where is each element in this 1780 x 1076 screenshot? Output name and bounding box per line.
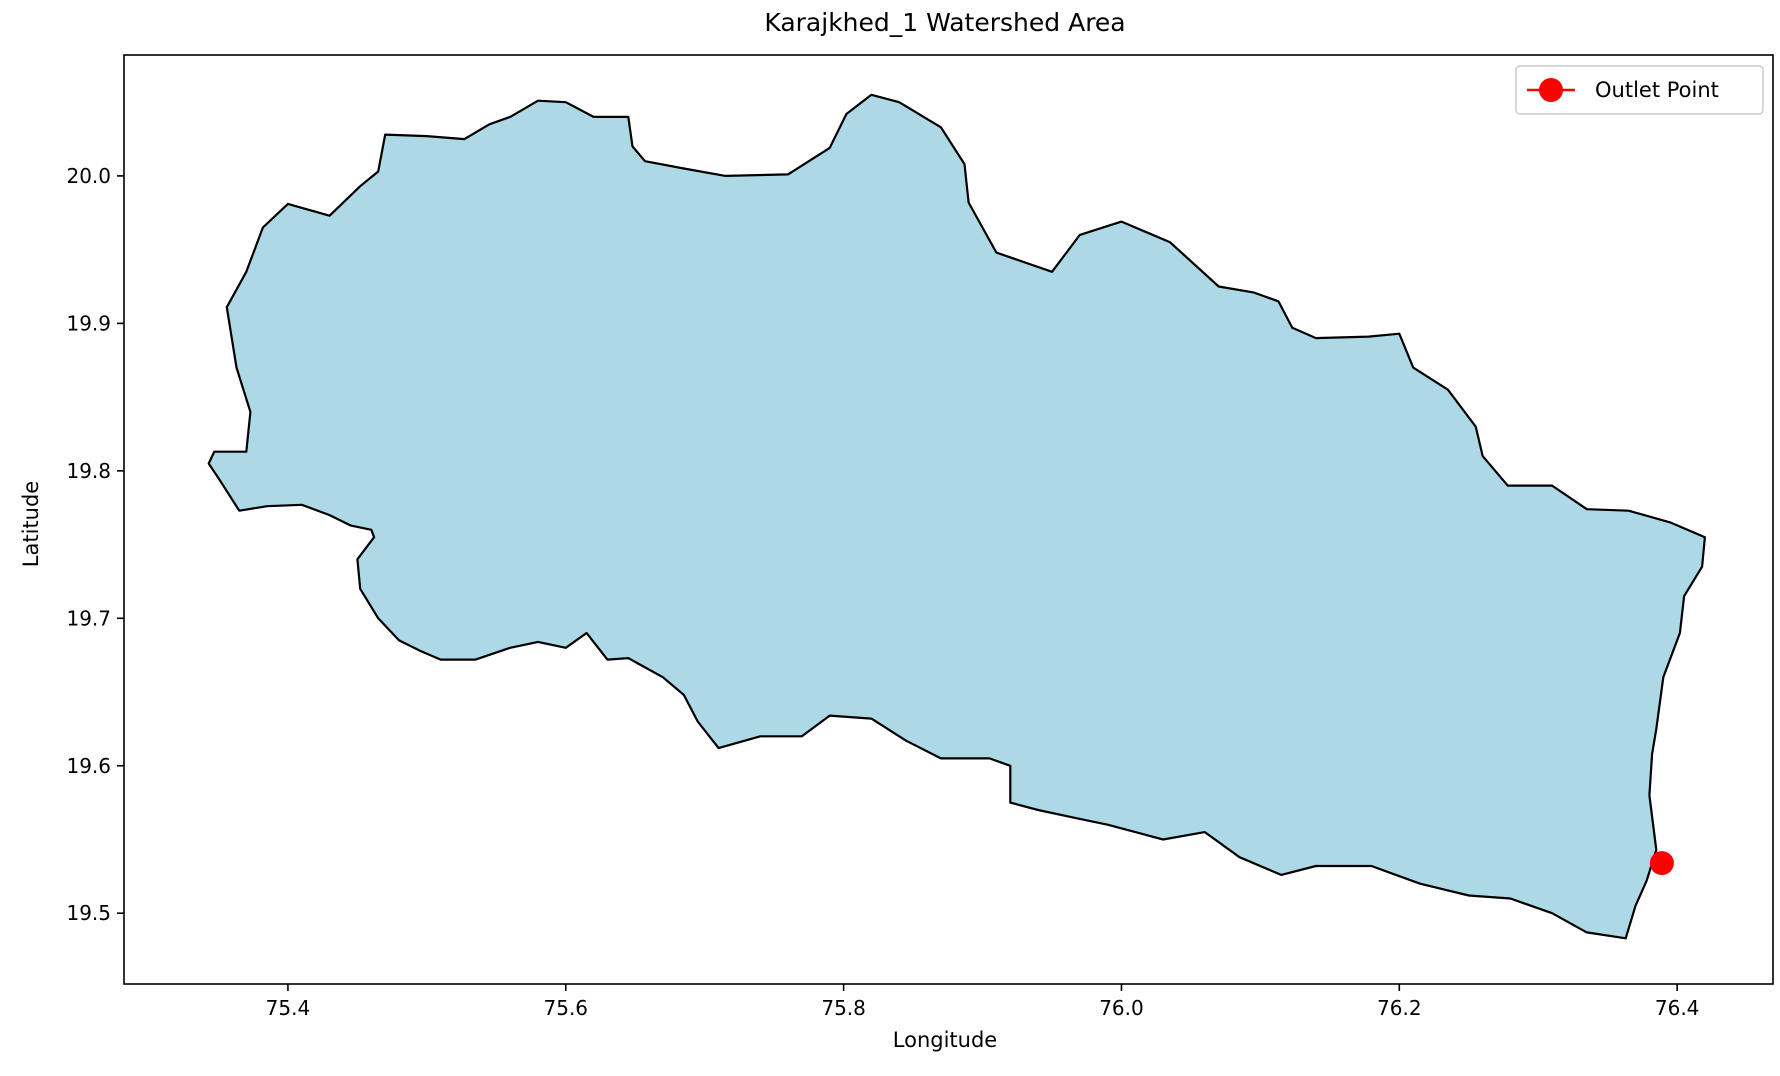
y-tick-label: 19.8 [66,459,111,483]
x-tick-label: 76.0 [1099,996,1144,1020]
x-tick-label: 75.4 [266,996,311,1020]
y-tick-label: 19.6 [66,754,111,778]
y-tick-label: 19.9 [66,311,111,335]
chart-title: Karajkhed_1 Watershed Area [764,8,1125,37]
watershed-polygon [207,93,1707,940]
legend-box [1515,65,1764,115]
x-axis-label: Longitude [893,1028,997,1052]
watershed-layer [207,93,1707,940]
y-tick-label: 20.0 [66,164,111,188]
legend: Outlet Point [1515,65,1764,115]
y-tick-label: 19.5 [66,901,111,925]
legend-outlet-marker [1539,78,1563,102]
x-tick-label: 76.4 [1655,996,1700,1020]
outlet-layer [1649,851,1674,876]
axes-frame [123,54,1774,985]
legend-outlet-label: Outlet Point [1595,78,1719,102]
outlet-point-marker [1649,851,1674,876]
x-tick-label: 75.6 [544,996,589,1020]
x-tick-label: 75.8 [821,996,866,1020]
y-tick-label: 19.7 [66,606,111,630]
x-tick-label: 76.2 [1377,996,1422,1020]
x-axis-ticks: 75.4 75.6 75.8 76.0 76.2 76.4 [266,984,1700,1020]
y-axis-label: Latitude [19,481,43,567]
y-axis-ticks: 19.5 19.6 19.7 19.8 19.9 20.0 [66,164,124,925]
